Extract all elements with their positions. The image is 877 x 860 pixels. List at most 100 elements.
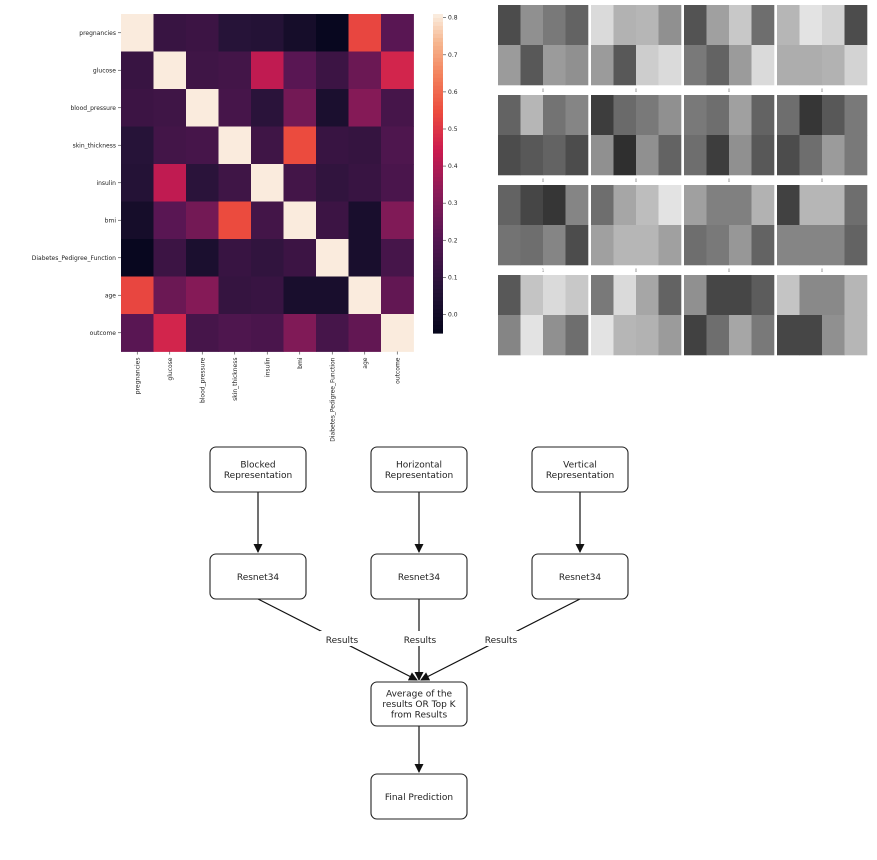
- heatmap-cell: [218, 276, 252, 315]
- colorbar-segment: [433, 93, 443, 99]
- colorbar-segment: [433, 97, 443, 103]
- thumbnail-block: [613, 45, 637, 86]
- colorbar-segment: [433, 169, 443, 175]
- heatmap-cell: [283, 201, 317, 240]
- heatmap-cell: [218, 126, 252, 165]
- thumbnail-block: [591, 5, 614, 46]
- thumbnail-block: [565, 5, 589, 46]
- heatmap-cell: [381, 126, 414, 165]
- thumbnail-block: [613, 185, 637, 226]
- heatmap-cell: [121, 14, 154, 52]
- heatmap-cell: [121, 201, 154, 240]
- colorbar-segment: [433, 109, 443, 115]
- thumbnail-block: [565, 275, 589, 316]
- colorbar-segment: [433, 289, 443, 294]
- thumbnail-block: [520, 135, 544, 176]
- colorbar-segment: [433, 37, 443, 43]
- thumbnail-block: [799, 5, 823, 46]
- thumbnail-block: [543, 135, 566, 176]
- correlation-heatmap: pregnancies glucose blood_pressure skin_thi…: [32, 14, 414, 442]
- thumbnail-block: [636, 135, 659, 176]
- colorbar-segment: [433, 61, 443, 67]
- thumbnail-block: [706, 135, 730, 176]
- thumbnail-block: [591, 45, 614, 86]
- colorbar-segment: [433, 125, 443, 131]
- colorbar-segment: [433, 173, 443, 179]
- thumbnail-block: [822, 5, 845, 46]
- thumbnail-block: [706, 95, 730, 136]
- heatmap-col-label: insulin: [264, 357, 271, 377]
- heatmap-cell: [381, 164, 414, 202]
- thumbnail-block: [751, 315, 775, 356]
- node-resnet34-3-label: Resnet34: [559, 573, 602, 583]
- thumbnail-block: [684, 95, 707, 136]
- heatmap-cell: [381, 14, 414, 52]
- heatmap-cell: [153, 126, 187, 165]
- thumbnail-class-label: 0: [635, 88, 638, 93]
- thumbnail-block: [543, 45, 566, 86]
- colorbar-segment: [433, 133, 443, 139]
- thumbnail-block: [658, 95, 682, 136]
- heatmap-cell: [186, 14, 219, 52]
- thumbnail-block: [844, 135, 868, 176]
- colorbar-segment: [433, 245, 443, 250]
- heatmap-cell: [186, 276, 219, 315]
- representation-thumbnail-grid: 0 0 0 0 0 0 0 0 1 0 0 0: [498, 5, 868, 356]
- heatmap-col-label: glucose: [167, 357, 174, 380]
- thumbnail-block: [591, 275, 614, 316]
- colorbar-segment: [433, 73, 443, 79]
- thumbnail-block: [729, 5, 752, 46]
- heatmap-cell: [218, 201, 252, 240]
- thumbnail-class-label: 0: [635, 178, 638, 183]
- heatmap-cell: [381, 89, 414, 127]
- thumbnail-block: [777, 45, 800, 86]
- colorbar-segment: [433, 41, 443, 47]
- heatmap-row-label: pregnancies: [79, 30, 116, 37]
- thumbnail-block: [844, 315, 868, 356]
- thumbnail-block: [751, 135, 775, 176]
- heatmap-cell: [316, 164, 349, 202]
- colorbar-segment: [433, 14, 443, 19]
- thumbnail-block: [636, 95, 659, 136]
- thumbnail-class-label: 0: [728, 88, 731, 93]
- heatmap-cell: [283, 89, 317, 127]
- colorbar-segment: [433, 137, 443, 143]
- colorbar-segment: [433, 265, 443, 270]
- colorbar-tick-label: 0.1: [448, 274, 458, 281]
- colorbar-segment: [433, 45, 443, 51]
- heatmap-cell: [283, 126, 317, 165]
- thumbnail-block: [822, 275, 845, 316]
- thumbnail-block: [799, 185, 823, 226]
- colorbar-segment: [433, 89, 443, 95]
- heatmap-cell: [283, 51, 317, 90]
- heatmap-cell: [251, 14, 284, 52]
- thumbnail-block: [822, 135, 845, 176]
- thumbnail-block: [565, 185, 589, 226]
- heatmap-row-label: outcome: [90, 330, 117, 337]
- node-vertical-representation-label: Vertical Representation: [546, 460, 614, 481]
- colorbar-segment: [433, 301, 443, 306]
- edge-label-results: Results: [485, 636, 518, 646]
- colorbar-segment: [433, 233, 443, 238]
- colorbar-segment: [433, 237, 443, 242]
- heatmap-cell: [381, 51, 414, 90]
- thumbnail-block: [658, 275, 682, 316]
- heatmap-cell: [381, 314, 414, 352]
- colorbar-segment: [433, 189, 443, 195]
- colorbar-segment: [433, 161, 443, 167]
- colorbar-segment: [433, 65, 443, 71]
- thumbnail-block: [751, 275, 775, 316]
- thumbnail-block: [543, 275, 566, 316]
- node-resnet34-2-label: Resnet34: [398, 573, 441, 583]
- thumbnail-block: [844, 225, 868, 266]
- thumbnail-block: [729, 225, 752, 266]
- colorbar-segment: [433, 77, 443, 83]
- node-blocked-representation-label: Blocked Representation: [224, 460, 292, 481]
- heatmap-cell: [121, 89, 154, 127]
- colorbar-segment: [433, 205, 443, 210]
- colorbar-tick-label: 0.2: [448, 237, 458, 244]
- thumbnail-class-label: 0: [542, 178, 545, 183]
- heatmap-cell: [348, 89, 382, 127]
- colorbar-segment: [433, 317, 443, 322]
